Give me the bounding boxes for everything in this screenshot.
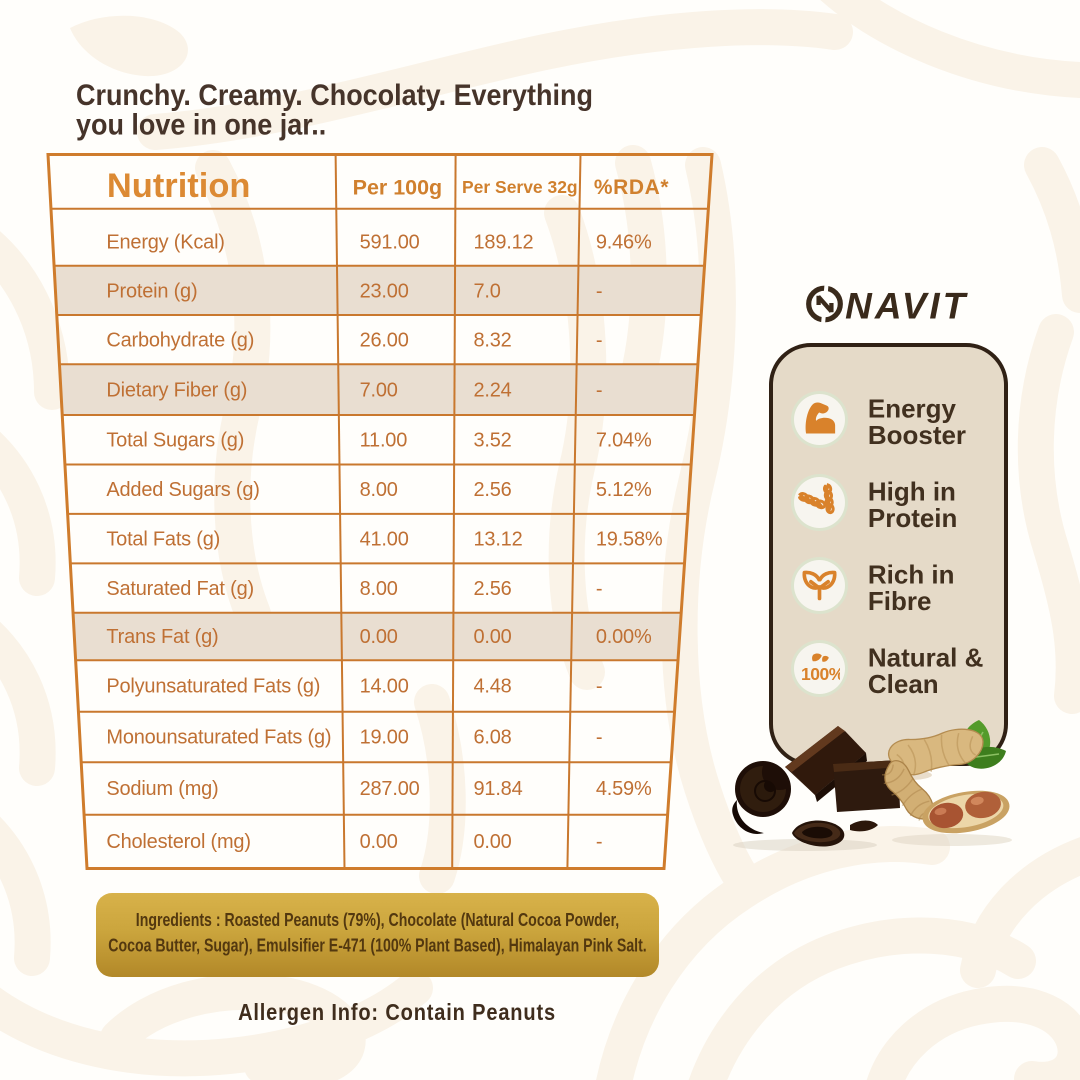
svg-text:Total Sugars (g): Total Sugars (g) bbox=[106, 430, 244, 452]
svg-text:Added Sugars (g): Added Sugars (g) bbox=[106, 479, 259, 501]
svg-text:4.59%: 4.59% bbox=[596, 778, 652, 800]
svg-text:Monounsaturated Fats (g): Monounsaturated Fats (g) bbox=[106, 726, 331, 748]
svg-text:Fibre: Fibre bbox=[868, 586, 931, 616]
svg-text:5.12%: 5.12% bbox=[596, 479, 652, 501]
svg-text:Sodium (mg): Sodium (mg) bbox=[106, 778, 218, 800]
svg-text:8.00: 8.00 bbox=[360, 578, 398, 600]
svg-text:4.48: 4.48 bbox=[474, 676, 512, 698]
svg-text:2.56: 2.56 bbox=[474, 479, 512, 501]
svg-text:7.00: 7.00 bbox=[360, 380, 398, 402]
svg-text:Rich in: Rich in bbox=[868, 560, 955, 590]
svg-text:Cholesterol (mg): Cholesterol (mg) bbox=[106, 831, 250, 853]
svg-text:0.00: 0.00 bbox=[360, 626, 398, 648]
svg-text:High in: High in bbox=[868, 476, 956, 506]
svg-text:Carbohydrate (g): Carbohydrate (g) bbox=[106, 330, 254, 352]
svg-text:-: - bbox=[596, 330, 602, 352]
svg-text:26.00: 26.00 bbox=[360, 330, 409, 352]
svg-text:23.00: 23.00 bbox=[360, 280, 409, 302]
svg-text:100%: 100% bbox=[801, 664, 840, 684]
svg-text:0.00: 0.00 bbox=[360, 831, 398, 853]
svg-text:-: - bbox=[596, 380, 602, 402]
svg-text:0.00: 0.00 bbox=[474, 831, 512, 853]
svg-text:0.00%: 0.00% bbox=[596, 626, 652, 648]
svg-text:Per 100g: Per 100g bbox=[353, 175, 443, 199]
svg-text:287.00: 287.00 bbox=[360, 778, 420, 800]
svg-text:Polyunsaturated Fats (g): Polyunsaturated Fats (g) bbox=[106, 676, 320, 698]
svg-text:7.04%: 7.04% bbox=[596, 430, 652, 452]
svg-text:-: - bbox=[596, 676, 602, 698]
svg-text:Energy: Energy bbox=[868, 393, 957, 423]
svg-text:Saturated Fat (g): Saturated Fat (g) bbox=[106, 578, 254, 600]
svg-text:-: - bbox=[596, 280, 602, 302]
svg-text:8.32: 8.32 bbox=[474, 330, 512, 352]
svg-text:Natural &: Natural & bbox=[868, 643, 983, 673]
svg-text:591.00: 591.00 bbox=[360, 231, 420, 253]
svg-text:2.56: 2.56 bbox=[474, 578, 512, 600]
svg-text:Booster: Booster bbox=[868, 420, 966, 450]
svg-text:NAVIT: NAVIT bbox=[845, 286, 969, 327]
svg-text:Nutrition: Nutrition bbox=[107, 167, 251, 205]
svg-text:Per Serve 32g: Per Serve 32g bbox=[462, 177, 578, 197]
svg-text:2.24: 2.24 bbox=[474, 380, 512, 402]
svg-text:0.00: 0.00 bbox=[474, 626, 512, 648]
svg-text:189.12: 189.12 bbox=[474, 231, 534, 253]
svg-text:3.52: 3.52 bbox=[474, 430, 512, 452]
svg-text:Dietary Fiber (g): Dietary Fiber (g) bbox=[106, 380, 247, 402]
svg-text:Cocoa Butter, Sugar), Emulsifi: Cocoa Butter, Sugar), Emulsifier E-471 (… bbox=[108, 936, 646, 956]
svg-text:11.00: 11.00 bbox=[360, 430, 408, 452]
svg-text:9.46%: 9.46% bbox=[596, 231, 652, 253]
svg-text:19.00: 19.00 bbox=[360, 726, 409, 748]
svg-text:8.00: 8.00 bbox=[360, 479, 398, 501]
svg-text:Total Fats (g): Total Fats (g) bbox=[106, 528, 220, 550]
svg-text:%RDA*: %RDA* bbox=[594, 176, 669, 199]
svg-text:Allergen Info: Contain Peanuts: Allergen Info: Contain Peanuts bbox=[238, 998, 556, 1025]
svg-text:19.58%: 19.58% bbox=[596, 528, 663, 550]
svg-text:Ingredients : Roasted Peanuts: Ingredients : Roasted Peanuts (79%), Cho… bbox=[136, 910, 619, 930]
svg-text:91.84: 91.84 bbox=[474, 778, 523, 800]
svg-text:7.0: 7.0 bbox=[474, 280, 501, 302]
svg-text:6.08: 6.08 bbox=[474, 726, 512, 748]
svg-text:14.00: 14.00 bbox=[360, 676, 409, 698]
svg-text:-: - bbox=[596, 831, 602, 853]
svg-text:Energy (Kcal): Energy (Kcal) bbox=[106, 231, 224, 253]
svg-text:Crunchy. Creamy. Chocolaty. Ev: Crunchy. Creamy. Chocolaty. Everything bbox=[76, 79, 593, 113]
svg-text:41.00: 41.00 bbox=[360, 528, 409, 550]
svg-text:you love in one jar..: you love in one jar.. bbox=[76, 108, 326, 142]
svg-text:-: - bbox=[596, 726, 602, 748]
svg-text:13.12: 13.12 bbox=[474, 528, 523, 550]
svg-text:Clean: Clean bbox=[868, 669, 939, 699]
svg-text:Protein: Protein bbox=[868, 503, 957, 533]
svg-text:Trans Fat (g): Trans Fat (g) bbox=[106, 626, 218, 648]
svg-text:-: - bbox=[596, 578, 602, 600]
svg-text:Protein (g): Protein (g) bbox=[106, 280, 197, 302]
